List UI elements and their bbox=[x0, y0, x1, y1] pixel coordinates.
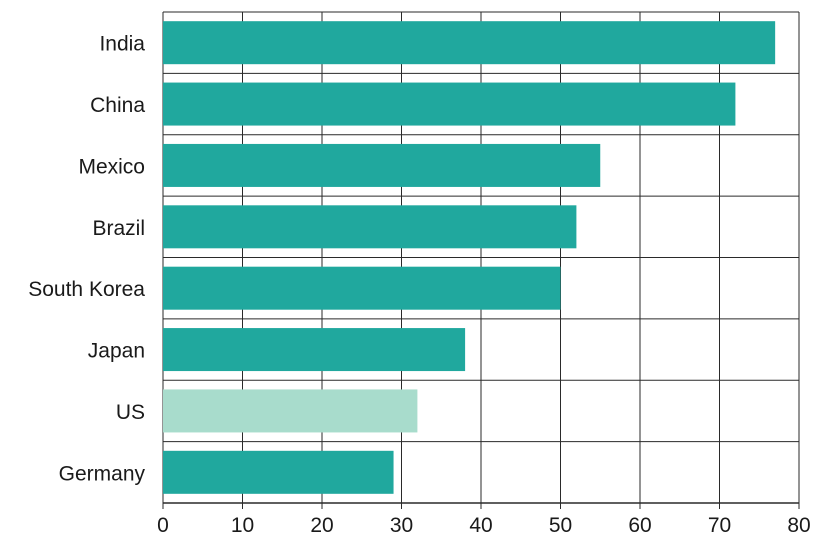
category-label-mexico: Mexico bbox=[78, 155, 145, 178]
category-label-brazil: Brazil bbox=[92, 217, 145, 240]
category-label-japan: Japan bbox=[88, 340, 145, 363]
bar-japan bbox=[163, 328, 466, 372]
x-tick-label-30: 30 bbox=[390, 514, 413, 537]
x-tick-label-10: 10 bbox=[231, 514, 254, 537]
x-tick-label-50: 50 bbox=[549, 514, 572, 537]
category-label-india: India bbox=[99, 33, 145, 56]
bar-germany bbox=[163, 450, 394, 494]
x-axis-tick-labels: 0 10 20 30 40 50 60 70 80 bbox=[157, 514, 811, 537]
bar-south-korea bbox=[163, 266, 561, 310]
x-tick-label-70: 70 bbox=[708, 514, 731, 537]
x-tick-label-80: 80 bbox=[787, 514, 810, 537]
category-label-south-korea: South Korea bbox=[28, 278, 145, 301]
x-tick-label-60: 60 bbox=[628, 514, 651, 537]
bar-china bbox=[163, 82, 736, 126]
category-label-china: China bbox=[90, 94, 145, 117]
category-label-germany: Germany bbox=[59, 462, 146, 485]
x-tick-label-40: 40 bbox=[469, 514, 492, 537]
bar-india bbox=[163, 21, 776, 65]
x-tick-label-0: 0 bbox=[157, 514, 169, 537]
x-tick-label-20: 20 bbox=[310, 514, 333, 537]
bars bbox=[163, 21, 776, 494]
bar-brazil bbox=[163, 205, 577, 249]
bar-us bbox=[163, 389, 418, 433]
category-labels: India China Mexico Brazil South Korea Japan US… bbox=[28, 33, 145, 486]
category-label-us: US bbox=[116, 401, 145, 424]
bar-mexico bbox=[163, 143, 601, 187]
